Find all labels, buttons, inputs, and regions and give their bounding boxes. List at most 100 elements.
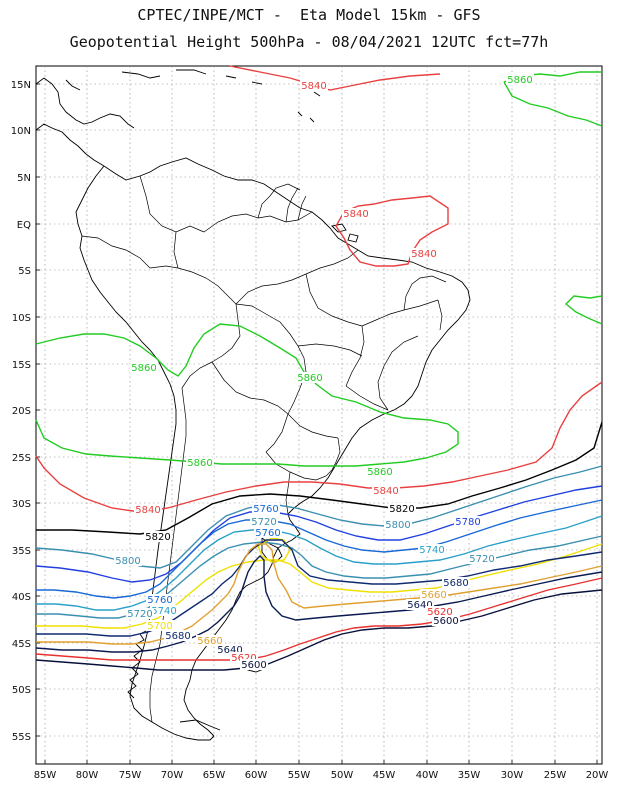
contour-label: 5820 — [389, 504, 414, 515]
contour-label: 5640 — [407, 600, 432, 611]
contour-label: 5600 — [241, 660, 266, 671]
contour-label: 5840 — [301, 81, 326, 92]
coastlines — [35, 69, 471, 741]
contour-label: 5600 — [433, 616, 458, 627]
contour-labels: 5840 5860 5840 5840 5860 5860 5860 5860 5840 5840… — [114, 74, 534, 671]
contour-5840-south — [35, 381, 603, 513]
contour-label: 5820 — [145, 532, 170, 543]
contour-5640 — [35, 555, 603, 653]
lon-tick-label: 45W — [373, 770, 396, 781]
contour-5840-north — [229, 65, 441, 91]
contours — [35, 65, 603, 671]
contour-label: 5680 — [165, 631, 190, 642]
lon-tick-label: 20W — [586, 770, 609, 781]
lon-tick-label: 35W — [458, 770, 481, 781]
contour-label-bg — [134, 504, 162, 515]
graticule — [36, 66, 602, 764]
contour-5860-south — [35, 323, 459, 467]
contour-5780 — [35, 485, 603, 583]
contour-label-bg — [454, 516, 482, 527]
contour-5860-north-loop — [503, 81, 603, 127]
contour-label-bg — [442, 577, 470, 588]
contour-label: 5800 — [115, 556, 140, 567]
contour-label: 5640 — [217, 645, 242, 656]
lon-tick-label: 55W — [288, 770, 311, 781]
lon-tick-label: 65W — [203, 770, 226, 781]
map-title: CPTEC/INPE/MCT - Eta Model 15km - GFS — [137, 6, 481, 24]
contour-5760 — [36, 499, 603, 599]
contour-label-bg — [468, 553, 496, 564]
lat-tick-label: 15N — [11, 80, 31, 91]
contour-label-bg — [296, 372, 324, 383]
contour-label: 5720 — [127, 609, 152, 620]
contour-label: 5660 — [421, 590, 446, 601]
country-borders — [81, 175, 447, 723]
contour-label-bg — [384, 519, 412, 530]
contour-label-bg — [420, 589, 448, 600]
lat-tick-label: EQ — [17, 220, 31, 231]
lat-tick-label: 5N — [17, 173, 31, 184]
contour-label: 5760 — [253, 504, 278, 515]
contour-label-bg — [144, 531, 172, 542]
lat-tick-label: 35S — [12, 546, 31, 557]
contour-5820 — [36, 421, 603, 535]
contour-label-bg — [432, 615, 460, 626]
contour-label: 5620 — [231, 653, 256, 664]
lon-tick-label: 25W — [544, 770, 567, 781]
contour-5700-loop — [257, 537, 291, 563]
contour-label: 5780 — [455, 517, 480, 528]
contour-label: 5760 — [147, 595, 172, 606]
contour-5620 — [35, 577, 603, 661]
lat-tick-label: 10S — [12, 313, 31, 324]
lon-tick-label: 75W — [119, 770, 142, 781]
contour-label-bg — [418, 544, 446, 555]
lon-tick-label: 60W — [245, 770, 268, 781]
lon-tick-label: 80W — [76, 770, 99, 781]
lat-tick-label: 55S — [12, 732, 31, 743]
lon-tick-label: 50W — [331, 770, 354, 781]
contour-label: 5840 — [135, 505, 160, 516]
contour-label: 5860 — [187, 458, 212, 469]
lat-tick-label: 15S — [12, 360, 31, 371]
contour-label: 5860 — [297, 373, 322, 384]
contour-label: 5840 — [343, 209, 368, 220]
contour-label-bg — [254, 527, 282, 538]
lat-tick-label: 45S — [12, 639, 31, 650]
lon-tick-label: 40W — [416, 770, 439, 781]
contour-5600 — [35, 589, 603, 671]
contour-label: 5700 — [147, 621, 172, 632]
contour-label: 5680 — [443, 578, 468, 589]
lon-tick-label: 30W — [501, 770, 524, 781]
contour-label-bg — [196, 635, 224, 646]
contour-label: 5800 — [385, 520, 410, 531]
contour-label-bg — [506, 74, 534, 85]
lat-tick-label: 50S — [12, 685, 31, 696]
lon-tick-label: 85W — [34, 770, 57, 781]
contour-5840-amazon — [335, 195, 449, 267]
map-frame — [35, 65, 603, 765]
contour-label: 5840 — [411, 249, 436, 260]
contour-label: 5860 — [507, 75, 532, 86]
contour-label: 5660 — [197, 636, 222, 647]
contour-label-bg — [240, 659, 268, 670]
contour-label-bg — [372, 485, 400, 496]
contour-label: 5720 — [469, 554, 494, 565]
contour-label: 5720 — [251, 517, 276, 528]
contour-label: 5740 — [151, 606, 176, 617]
contour-label-bg — [300, 80, 328, 91]
contour-label-bg — [130, 362, 158, 373]
lat-tick-label: 40S — [12, 592, 31, 603]
contour-label: 5860 — [131, 363, 156, 374]
contour-label: 5740 — [419, 545, 444, 556]
lat-tick-label: 25S — [12, 453, 31, 464]
contour-label-bg — [426, 606, 454, 617]
contour-label: 5860 — [367, 467, 392, 478]
contour-label-bg — [126, 608, 154, 619]
contour-label: 5620 — [427, 607, 452, 618]
contour-5800 — [35, 465, 603, 569]
lat-tick-label: 5S — [18, 266, 31, 277]
contour-label-bg — [252, 503, 280, 514]
contour-label-bg — [406, 599, 434, 610]
contour-label-bg — [342, 208, 370, 219]
